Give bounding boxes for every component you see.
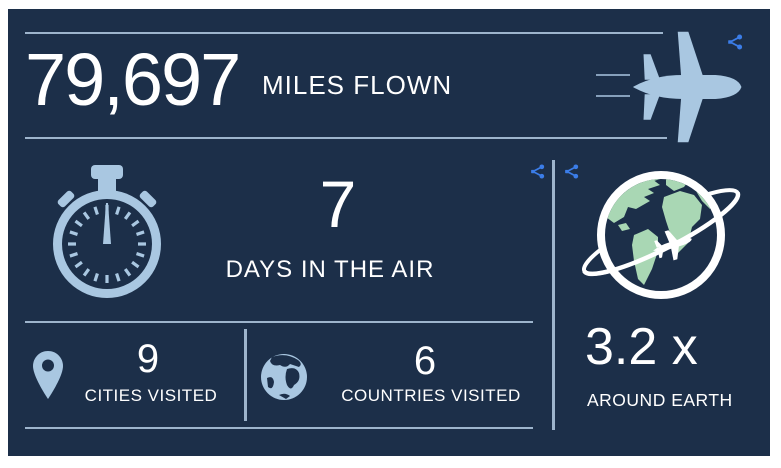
countries-label: COUNTRIES VISITED xyxy=(341,386,521,405)
cities-value: 9 xyxy=(136,337,160,381)
map-pin-icon xyxy=(33,351,63,399)
earth-orbit-icon xyxy=(581,171,741,299)
days-in-air-value: 7 xyxy=(319,167,357,241)
around-earth-value: 3.2 x xyxy=(585,318,698,376)
motion-line xyxy=(596,74,630,76)
days-in-air-label: DAYS IN THE AIR xyxy=(225,256,435,283)
divider xyxy=(25,427,533,429)
around-earth-label: AROUND EARTH xyxy=(587,390,733,410)
countries-value: 6 xyxy=(413,339,437,383)
divider xyxy=(25,137,667,139)
miles-flown-label: MILES FLOWN xyxy=(262,70,453,100)
divider xyxy=(552,160,555,430)
globe-icon xyxy=(261,354,307,400)
divider xyxy=(25,32,663,34)
cities-label: CITIES VISITED xyxy=(84,386,218,405)
motion-line xyxy=(596,95,630,97)
stopwatch-icon xyxy=(53,165,161,298)
share-button[interactable] xyxy=(727,34,743,50)
miles-flown-value: 79,697 xyxy=(25,38,241,121)
share-icon xyxy=(530,164,545,179)
divider xyxy=(25,321,533,323)
divider xyxy=(244,329,247,421)
infographic-panel: 79,697 MILES FLOWN 7 DAYS IN xyxy=(8,9,770,456)
share-button[interactable] xyxy=(530,164,545,179)
share-icon xyxy=(727,34,743,50)
